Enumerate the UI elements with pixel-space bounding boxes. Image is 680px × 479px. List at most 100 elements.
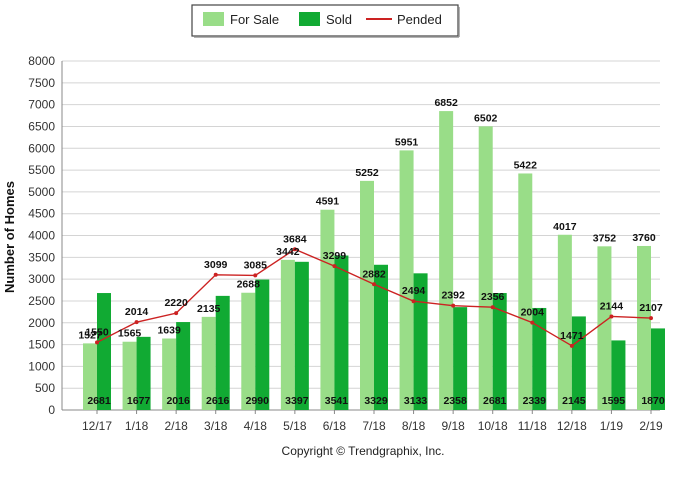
pended-line — [95, 247, 653, 348]
data-labels: 1527 2681 1565 1677 1639 2016 2135 2616 2688 2990… — [78, 97, 665, 407]
label-pended: 2392 — [441, 290, 465, 302]
x-tick-label: 5/18 — [283, 419, 307, 433]
bar-for-sale — [280, 259, 295, 410]
label-sold: 3133 — [404, 395, 428, 407]
label-pended: 1471 — [560, 330, 584, 342]
bar-sold — [334, 255, 349, 410]
x-tick-label: 8/18 — [402, 419, 426, 433]
bar-for-sale — [597, 246, 612, 410]
legend-swatch-sold — [299, 12, 320, 26]
bar-for-sale — [201, 316, 216, 410]
label-for-sale: 1527 — [78, 329, 102, 341]
pended-point — [134, 320, 139, 325]
label-for-sale: 3760 — [632, 232, 656, 244]
y-tick-label: 1000 — [28, 359, 55, 373]
label-sold: 2681 — [483, 395, 507, 407]
x-tick-label: 7/18 — [362, 419, 386, 433]
bar-for-sale — [122, 341, 137, 410]
label-for-sale: 4591 — [316, 196, 340, 208]
pended-point — [213, 272, 218, 277]
label-for-sale: 6502 — [474, 112, 498, 124]
label-pended: 2107 — [639, 302, 663, 314]
label-sold: 1677 — [127, 395, 151, 407]
bar-sold — [571, 316, 586, 410]
legend-label-for-sale: For Sale — [230, 12, 279, 27]
y-tick-label: 500 — [35, 381, 55, 395]
bar-sold — [611, 340, 626, 410]
x-tick-label: 1/18 — [125, 419, 149, 433]
label-for-sale: 2688 — [237, 279, 261, 291]
pended-point — [332, 264, 337, 269]
pended-point — [569, 343, 574, 348]
y-tick-label: 6000 — [28, 141, 55, 155]
legend-label-pended: Pended — [397, 12, 442, 27]
x-tick-label: 2/19 — [639, 419, 663, 433]
label-pended: 3085 — [244, 259, 268, 271]
pended-point — [372, 282, 376, 287]
label-pended: 2356 — [481, 291, 505, 303]
label-sold: 2681 — [87, 395, 111, 407]
label-sold: 3397 — [285, 395, 309, 407]
label-pended: 2144 — [600, 300, 624, 312]
label-pended: 2014 — [125, 306, 149, 318]
y-tick-label: 3000 — [28, 272, 55, 286]
x-tick-label: 1/19 — [600, 419, 624, 433]
y-tick-label: 6500 — [28, 119, 55, 133]
label-sold: 1870 — [641, 395, 665, 407]
label-sold: 2616 — [206, 395, 230, 407]
label-for-sale: 2135 — [197, 303, 221, 315]
legend-box — [191, 4, 459, 37]
label-sold: 2339 — [523, 395, 547, 407]
y-tick-label: 8000 — [28, 54, 55, 68]
label-pended: 1550 — [85, 326, 109, 338]
y-tick-label: 7000 — [28, 98, 55, 112]
bar-sold — [413, 273, 428, 410]
legend-label-sold: Sold — [326, 12, 352, 27]
label-for-sale: 1639 — [157, 324, 181, 336]
x-tick-label: 3/18 — [204, 419, 228, 433]
bar-for-sale — [478, 126, 493, 410]
bar-for-sale — [399, 150, 414, 410]
y-axis-title: Number of Homes — [2, 181, 17, 293]
y-tick-label: 4500 — [28, 207, 55, 221]
label-sold: 3329 — [364, 395, 388, 407]
pended-point — [411, 299, 416, 304]
bar-for-sale — [360, 180, 374, 410]
x-tick-label: 6/18 — [323, 419, 347, 433]
y-tick-label: 2500 — [28, 294, 55, 308]
bar-sold — [176, 322, 191, 410]
bar-for-sale — [241, 292, 256, 410]
bar-for-sale — [637, 245, 651, 410]
y-axis-ticks: 0 500 1000 1500 2000 2500 3000 3500 4000 4500 5000… — [28, 54, 55, 417]
label-for-sale: 5951 — [395, 136, 419, 148]
bar-for-sale — [439, 111, 454, 411]
label-sold: 3541 — [325, 395, 349, 407]
x-axis-ticks: 12/17 1/18 2/18 3/18 4/18 5/18 6/18 7/18 8/18 9/1… — [82, 410, 663, 433]
x-tick-label: 11/18 — [518, 419, 547, 433]
label-pended: 3684 — [283, 233, 307, 245]
y-tick-label: 7500 — [28, 76, 55, 90]
bar-for-sale — [518, 173, 533, 410]
label-for-sale: 6852 — [434, 97, 458, 109]
label-for-sale: 3752 — [593, 232, 617, 244]
legend: For Sale Sold Pended — [191, 4, 460, 38]
label-sold: 2145 — [562, 395, 586, 407]
label-pended: 2494 — [402, 285, 426, 297]
label-sold: 1595 — [602, 395, 626, 407]
label-pended: 3099 — [204, 259, 228, 271]
bar-sold — [453, 307, 468, 410]
pended-point — [609, 314, 614, 319]
pended-point — [253, 273, 258, 278]
x-tick-label: 9/18 — [441, 419, 465, 433]
label-for-sale: 4017 — [553, 221, 577, 233]
bar-sold — [374, 264, 388, 410]
label-pended: 2004 — [521, 307, 545, 319]
label-pended: 3299 — [323, 250, 347, 262]
x-tick-label: 2/18 — [164, 419, 188, 433]
bar-for-sale — [320, 209, 335, 410]
footer-copyright: Copyright © Trendgraphix, Inc. — [282, 444, 445, 458]
bar-sold — [215, 295, 230, 410]
pended-point — [174, 311, 179, 316]
pended-point — [530, 320, 535, 325]
